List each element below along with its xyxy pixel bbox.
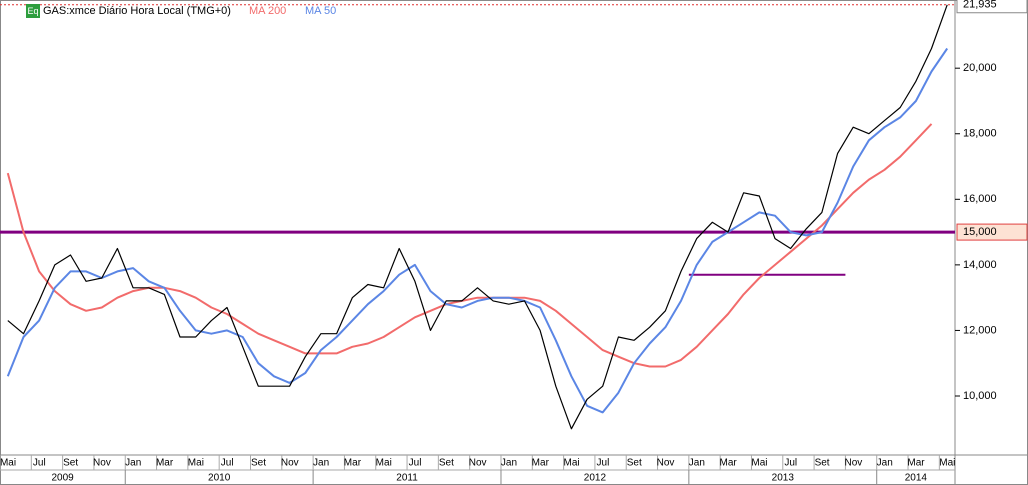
- x-tick-label: Mai: [188, 458, 204, 469]
- legend: Eq GAS:xmce Diário Hora Local (TMG+0) MA…: [26, 4, 336, 18]
- x-tick-label: Jul: [409, 458, 422, 469]
- price-label: 15,000: [963, 226, 997, 238]
- x-tick-label: Mai: [0, 458, 16, 469]
- y-tick-label: 14,000: [963, 259, 997, 271]
- year-label: 2014: [905, 473, 928, 484]
- x-tick-label: Jan: [313, 458, 329, 469]
- last-price-box: [956, 0, 1028, 14]
- legend-entry[interactable]: GAS:xmce Diário Hora Local (TMG+0): [43, 5, 231, 17]
- x-tick-label: Nov: [93, 458, 111, 469]
- price-label-box: [956, 223, 1028, 241]
- x-tick-label: Mar: [156, 458, 174, 469]
- x-tick-label: Mar: [720, 458, 738, 469]
- badge-box: [26, 4, 40, 18]
- year-label: 2013: [772, 473, 795, 484]
- x-tick-label: Mar: [532, 458, 550, 469]
- x-tick-label: Jan: [877, 458, 893, 469]
- badge: Eq: [27, 6, 38, 16]
- y-tick-label: 10,000: [963, 390, 997, 402]
- year-label: 2012: [584, 473, 607, 484]
- x-tick-label: Jul: [221, 458, 234, 469]
- x-tick-label: Jul: [33, 458, 46, 469]
- year-label: 2009: [51, 473, 74, 484]
- series-line: [6, 123, 933, 368]
- year-label: 2010: [208, 473, 231, 484]
- x-tick-label: Jan: [501, 458, 517, 469]
- x-tick-label: Nov: [281, 458, 299, 469]
- x-tick-label: Jan: [689, 458, 705, 469]
- y-tick-label: 16,000: [963, 193, 997, 205]
- year-label: 2011: [396, 473, 418, 484]
- y-tick-label: 12,000: [963, 324, 997, 336]
- x-tick-label: Mai: [939, 458, 955, 469]
- x-tick-label: Jan: [125, 458, 141, 469]
- x-tick-label: Nov: [845, 458, 863, 469]
- series-line: [6, 47, 949, 414]
- legend-entry[interactable]: MA 200: [249, 5, 286, 17]
- last-price-label: 21,935: [963, 0, 997, 11]
- x-tick-label: Mai: [564, 458, 580, 469]
- x-tick-label: Set: [63, 458, 78, 469]
- x-tick-label: Nov: [469, 458, 487, 469]
- y-tick-label: 18,000: [963, 128, 997, 140]
- x-tick-label: Jul: [597, 458, 610, 469]
- legend-entry[interactable]: MA 50: [305, 5, 336, 17]
- x-tick-label: Nov: [657, 458, 675, 469]
- x-tick-label: Set: [439, 458, 454, 469]
- x-tick-label: Set: [815, 458, 830, 469]
- x-tick-label: Set: [627, 458, 642, 469]
- x-tick-label: Set: [251, 458, 266, 469]
- x-tick-label: Mai: [376, 458, 392, 469]
- x-tick-label: Mai: [751, 458, 767, 469]
- x-tick-label: Mar: [907, 458, 925, 469]
- y-tick-label: 20,000: [963, 62, 997, 74]
- x-tick-label: Mar: [344, 458, 362, 469]
- series-line: [7, 4, 948, 430]
- x-tick-label: Jul: [784, 458, 797, 469]
